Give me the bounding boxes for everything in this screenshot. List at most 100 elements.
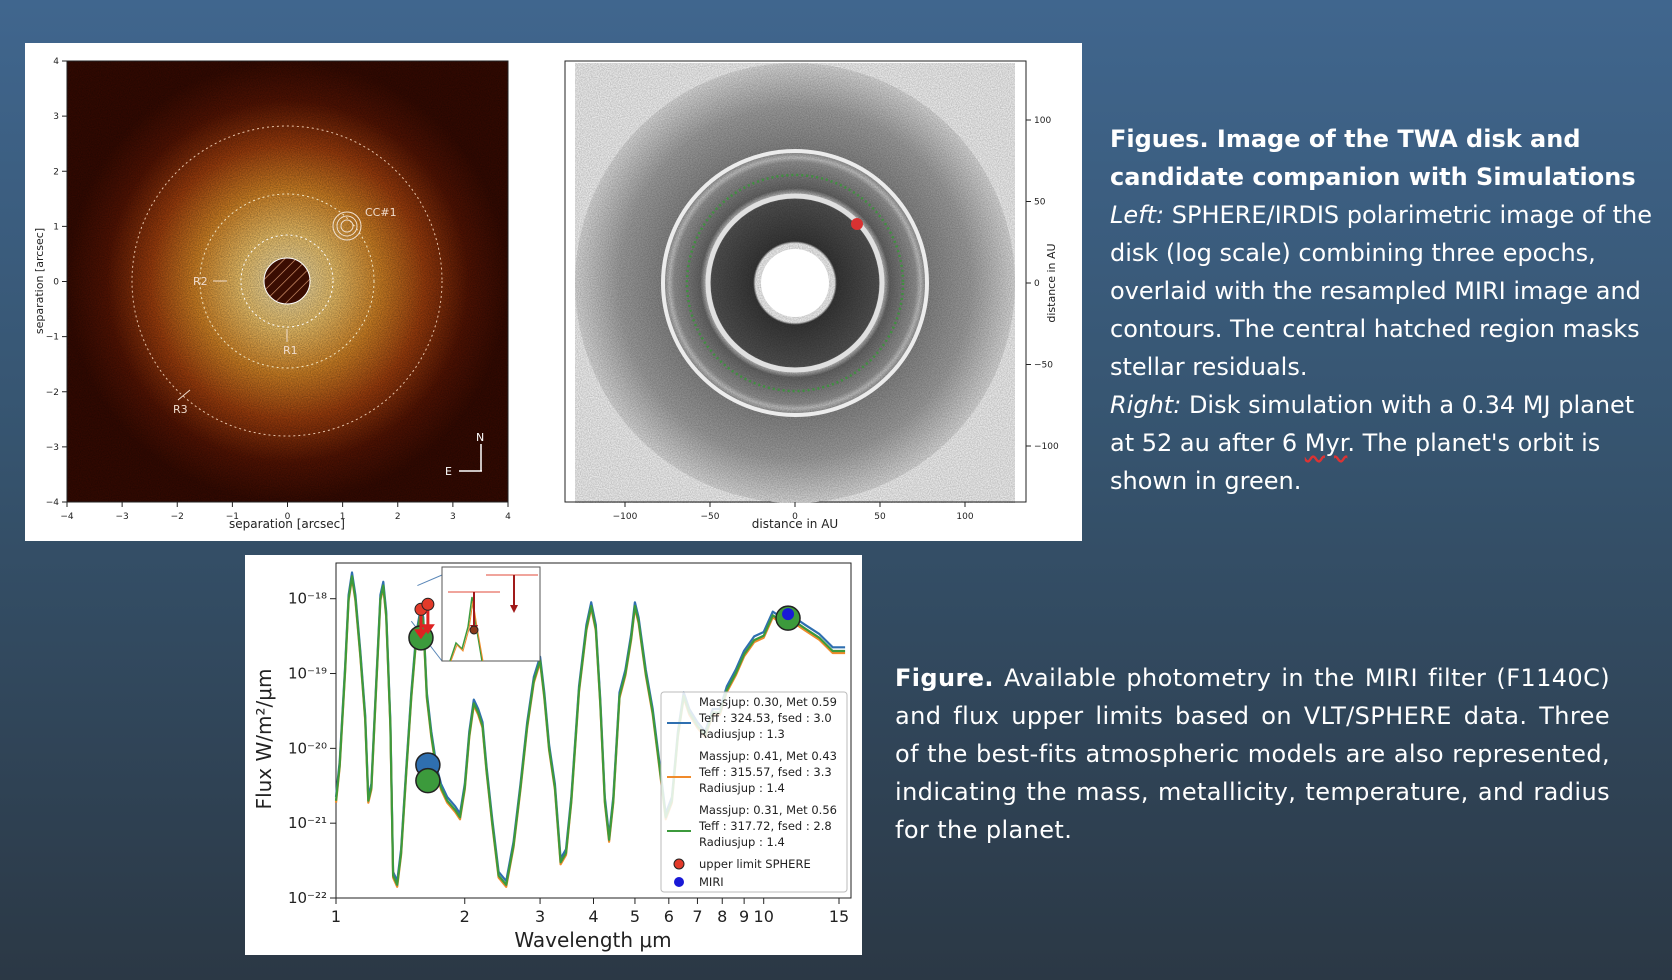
sphere-x-tick-label: −1 — [226, 512, 239, 522]
label-r2: R2 — [193, 275, 208, 288]
spectrum-chart: 1 2 3 4 5 6 7 8 9 10 15 10⁻¹⁸ 10⁻¹⁹ 10⁻²⁰ 10⁻²¹ 10⁻²² M… — [252, 562, 852, 952]
legend-entry-2-line-1: Massjup: 0.41, Met 0.43 — [699, 749, 837, 763]
disk-figure-panel: CC#1 R1 R2 R3 N E −4 −3 −2 −1 0 1 2 3 4 4 3 2 1 0 −1 −2… — [25, 43, 1082, 541]
sphere-xlabel: separation [arcsec] — [229, 517, 345, 531]
spectrum-y-tick-label: 10⁻²⁰ — [288, 739, 327, 757]
hatched-mask — [263, 257, 311, 305]
top-caption-right-text-a: Disk simulation with a 0.34 MJ planet at… — [1110, 391, 1635, 457]
simulation-y-tick-label: 100 — [1034, 116, 1051, 126]
simulation-gap-outer — [661, 149, 929, 417]
spectrum-inset — [410, 566, 541, 662]
planet-marker — [851, 218, 863, 230]
inset-connector-upper — [417, 574, 443, 586]
spectrum-x-tick-label: 5 — [630, 907, 640, 926]
legend-entry-1-line-2: Teff : 324.53, fsed : 3.0 — [698, 711, 832, 725]
sphere-y-tick-label: 2 — [53, 167, 59, 177]
compass-e: E — [445, 465, 452, 478]
sphere-ticks: −4 −3 −2 −1 0 1 2 3 4 4 3 2 1 0 −1 −2 −3 −4 — [46, 57, 511, 522]
sphere-x-tick-label: −4 — [60, 512, 74, 522]
bottom-caption: Figure. Available photometry in the MIRI… — [895, 659, 1610, 849]
simulation-inner-hole — [761, 249, 829, 317]
simulation-gap-inner — [705, 193, 885, 373]
legend-entry-3-line-2: Teff : 317.72, fsed : 2.8 — [698, 819, 832, 833]
sphere-upper-limit-arrowhead — [420, 624, 435, 635]
compass-n: N — [476, 431, 484, 444]
legend-box — [660, 691, 848, 893]
label-r3: R3 — [173, 403, 188, 416]
spectrum-x-tick-label: 4 — [588, 907, 598, 926]
spectrum-x-tick-label: 10 — [754, 907, 774, 926]
sphere-x-tick-label: 3 — [450, 512, 456, 522]
inset-marker — [469, 625, 479, 635]
sphere-upper-limit-marker — [421, 597, 435, 611]
sphere-x-tick-label: 1 — [340, 512, 346, 522]
ring-r1 — [240, 234, 334, 328]
spectrum-legend: Massjup: 0.30, Met 0.59 Teff : 324.53, fs… — [660, 691, 848, 893]
simulation-y-tick-label: 50 — [1034, 198, 1046, 208]
r3-pointer — [177, 389, 191, 401]
spectrum-y-tick-label: 10⁻²² — [288, 889, 327, 907]
spectrum-xlabel: Wavelength μm — [514, 928, 671, 952]
simulation-x-tick-label: 50 — [874, 512, 886, 522]
spectrum-y-tick-label: 10⁻¹⁸ — [288, 590, 327, 608]
spectrum-ylabel: Flux W/m²/μm — [252, 669, 276, 810]
legend-miri-label: MIRI — [699, 875, 724, 889]
ring-r2 — [199, 193, 375, 369]
spectrum-markers — [408, 597, 801, 794]
simulation-ylabel: distance in AU — [1045, 243, 1058, 322]
miri-photometry-point — [782, 608, 795, 621]
sphere-ylabel: separation [arcsec] — [33, 228, 46, 334]
top-caption-myr: Myr — [1304, 429, 1348, 457]
simulation-x-tick-label: 100 — [956, 512, 973, 522]
sphere-y-tick-label: −4 — [46, 498, 60, 508]
spectrum-y-tick-label: 10⁻²¹ — [288, 814, 327, 832]
top-caption-left-text: SPHERE/IRDIS polarimetric image of the d… — [1110, 201, 1653, 381]
disk-figure: CC#1 R1 R2 R3 N E −4 −3 −2 −1 0 1 2 3 4 4 3 2 1 0 −1 −2… — [33, 57, 1059, 531]
sphere-x-tick-label: 4 — [505, 512, 511, 522]
legend-entry-3-line-3: Radiusjup : 1.4 — [699, 835, 785, 849]
legend-upper-limit-marker — [673, 858, 685, 870]
sphere-y-tick-label: 4 — [53, 57, 59, 67]
simulation-image: −100 −50 0 50 100 100 50 0 −50 −100 distance in A… — [564, 60, 1059, 531]
sphere-y-tick-label: 0 — [53, 278, 59, 288]
legend-entry-2-line-3: Radiusjup : 1.4 — [699, 781, 785, 795]
sphere-x-tick-label: −3 — [115, 512, 128, 522]
spectrum-x-tick-label: 7 — [692, 907, 702, 926]
cc-contour-outer — [332, 211, 362, 241]
simulation-y-tick-label: −100 — [1034, 442, 1059, 452]
simulation-y-tick-label: 0 — [1034, 279, 1040, 289]
spectrum-x-tick-label: 6 — [664, 907, 674, 926]
top-caption-right-lead: Right: — [1110, 391, 1182, 419]
spectrum-x-tick-label: 8 — [717, 907, 727, 926]
cc-contour-inner — [340, 219, 354, 233]
legend-entry-3-line-1: Massjup: 0.31, Met 0.56 — [699, 803, 837, 817]
sphere-y-tick-label: −1 — [46, 333, 59, 343]
top-caption-left-lead: Left: — [1110, 201, 1165, 229]
label-r1: R1 — [283, 344, 298, 357]
spectrum-y-tick-label: 10⁻¹⁹ — [288, 665, 327, 683]
top-caption-right-text-b: . The planet's orbit is shown in green. — [1110, 429, 1601, 495]
spectrum-x-tick-label: 1 — [331, 907, 341, 926]
inset-arrowhead-2 — [510, 605, 518, 613]
simulation-xlabel: distance in AU — [752, 517, 838, 531]
bottom-caption-text: Available photometry in the MIRI filter … — [895, 664, 1610, 844]
spectrum-figure-panel: 1 2 3 4 5 6 7 8 9 10 15 10⁻¹⁸ 10⁻¹⁹ 10⁻²⁰ 10⁻²¹ 10⁻²² M… — [245, 555, 862, 955]
label-cc1: CC#1 — [365, 206, 397, 219]
sphere-image: CC#1 R1 R2 R3 N E −4 −3 −2 −1 0 1 2 3 4 4 3 2 1 0 −1 −2… — [33, 57, 511, 531]
top-caption: Figues. Image of the TWA disk and candid… — [1110, 120, 1665, 500]
ring-r3 — [131, 125, 443, 437]
simulation-y-tick-label: −50 — [1034, 361, 1053, 371]
spectrum-x-tick-label: 9 — [739, 907, 749, 926]
legend-entry-1-line-3: Radiusjup : 1.3 — [699, 727, 785, 741]
top-caption-title: Figues. Image of the TWA disk and candid… — [1110, 125, 1636, 191]
legend-entry-1-line-1: Massjup: 0.30, Met 0.59 — [699, 695, 837, 709]
spectrum-x-tick-label: 2 — [460, 907, 470, 926]
planet-orbit — [685, 173, 905, 393]
bottom-caption-lead: Figure. — [895, 664, 994, 692]
sphere-y-tick-label: −2 — [46, 388, 59, 398]
simulation-x-tick-label: 0 — [792, 512, 798, 522]
model-photometry-marker-3 — [415, 767, 441, 794]
legend-upper-limit-label: upper limit SPHERE — [699, 857, 811, 871]
sphere-x-tick-label: 2 — [395, 512, 401, 522]
simulation-x-tick-label: −100 — [613, 512, 638, 522]
